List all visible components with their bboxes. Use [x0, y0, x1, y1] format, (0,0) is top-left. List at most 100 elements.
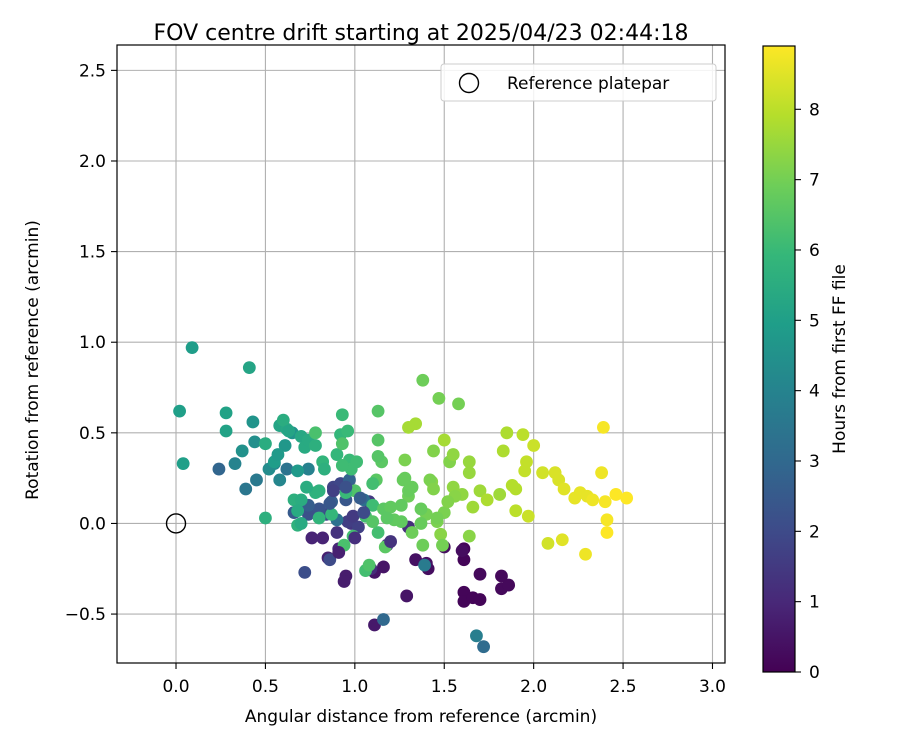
data-point	[536, 466, 549, 480]
data-point	[219, 406, 233, 420]
data-point	[337, 575, 351, 588]
data-point	[441, 495, 455, 509]
data-point	[371, 526, 385, 539]
data-point	[496, 444, 510, 458]
data-point	[600, 513, 614, 527]
data-point	[291, 464, 305, 478]
data-point	[332, 546, 346, 559]
data-point	[318, 462, 331, 476]
data-point	[301, 507, 315, 521]
data-point	[620, 491, 634, 505]
data-point	[541, 536, 555, 550]
data-point	[455, 544, 469, 558]
data-point	[330, 526, 344, 539]
data-point	[579, 547, 592, 561]
legend-box	[440, 63, 717, 102]
data-point	[325, 507, 338, 521]
data-point	[502, 578, 516, 592]
data-point	[598, 495, 612, 509]
plot-frame	[116, 44, 726, 664]
data-point	[294, 517, 308, 530]
colorbar-tick-label: 0	[809, 663, 820, 683]
data-point	[414, 502, 428, 516]
data-point	[309, 426, 322, 440]
data-point	[335, 437, 349, 451]
data-point	[278, 439, 292, 452]
data-point	[357, 506, 371, 519]
y-tick-label: 2.5	[79, 61, 106, 81]
legend-open-circle-icon	[458, 72, 480, 94]
data-point	[509, 504, 523, 518]
colorbar-tick-label: 3	[809, 452, 820, 472]
data-point	[586, 493, 600, 507]
data-point	[516, 428, 530, 442]
data-point	[427, 482, 440, 496]
data-point	[298, 565, 312, 579]
colorbar-tick-label: 2	[809, 522, 820, 542]
colorbar-ticks: 0 1 2 3 4 5 6 7 8	[795, 100, 820, 683]
data-point	[323, 497, 337, 510]
data-point	[500, 426, 514, 440]
x-tick-label: 1.0	[341, 677, 368, 697]
data-point	[309, 439, 322, 452]
data-point	[402, 484, 415, 498]
legend: Reference platepar	[440, 63, 717, 102]
data-point	[235, 444, 249, 458]
data-point	[521, 509, 535, 523]
data-point	[371, 449, 385, 463]
data-points	[173, 341, 634, 654]
data-point	[402, 420, 415, 434]
data-point	[312, 511, 326, 525]
data-point	[462, 529, 476, 543]
data-point	[480, 493, 494, 507]
colorbar-label: Hours from first FF file	[830, 264, 850, 454]
data-point	[350, 455, 364, 469]
data-point	[346, 509, 360, 523]
data-point	[416, 538, 430, 552]
data-point	[259, 437, 272, 451]
data-point	[276, 413, 290, 427]
data-point	[398, 453, 412, 467]
data-point	[294, 493, 308, 507]
x-tick-label: 3.0	[699, 677, 726, 697]
data-point	[527, 439, 541, 452]
legend-label: Reference platepar	[507, 74, 669, 94]
data-point	[330, 448, 344, 461]
colorbar-frame	[762, 45, 796, 673]
x-tick-label: 1.5	[431, 677, 458, 697]
data-point	[434, 527, 448, 541]
y-tick-label: 0.5	[79, 424, 106, 444]
data-point	[436, 538, 449, 552]
data-point	[242, 361, 256, 374]
y-axis-label: Rotation from reference (arcmin)	[23, 220, 43, 500]
data-point	[466, 500, 480, 514]
data-point	[597, 420, 610, 434]
data-point	[437, 433, 451, 447]
data-point	[362, 558, 376, 572]
data-point	[212, 462, 226, 476]
data-point	[335, 459, 349, 472]
data-point	[176, 457, 190, 471]
data-point	[473, 484, 487, 498]
data-point	[427, 444, 440, 458]
data-point	[446, 448, 460, 461]
data-point	[228, 457, 242, 471]
data-point	[366, 498, 380, 512]
colorbar: 0 1 2 3 4 5 6 7 8 Hours from first FF file	[762, 45, 850, 683]
data-point	[282, 424, 296, 438]
data-point	[250, 473, 263, 487]
colorbar-tick-label: 1	[809, 593, 820, 613]
data-point	[452, 397, 465, 411]
colorbar-tick-label: 4	[809, 382, 820, 402]
data-point	[248, 435, 262, 449]
data-point	[323, 553, 337, 567]
data-point	[353, 491, 367, 505]
reference-marker-layer	[165, 513, 187, 534]
data-point	[348, 531, 362, 545]
data-point	[371, 433, 385, 447]
x-axis-ticks: 0.0 0.5 1.0 1.5 2.0 2.5 3.0	[162, 663, 726, 697]
y-tick-label: 2.0	[79, 152, 106, 172]
data-point	[473, 593, 487, 606]
data-point	[384, 500, 397, 514]
data-point	[366, 477, 380, 490]
